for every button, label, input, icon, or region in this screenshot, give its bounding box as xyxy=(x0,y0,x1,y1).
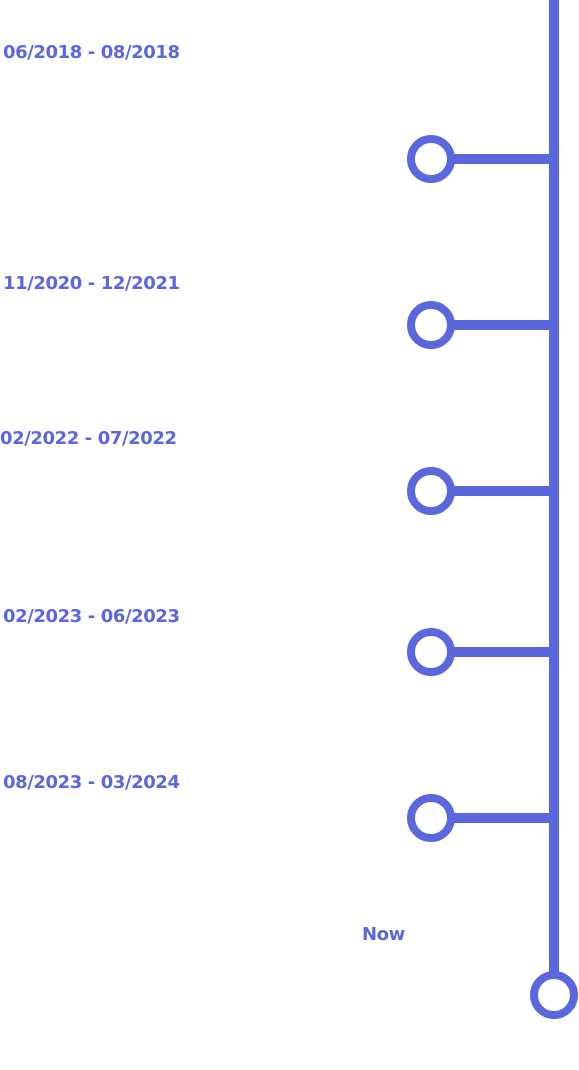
timeline-date-3: 02/2022 - 07/2022 xyxy=(0,428,177,449)
timeline-date-4: 02/2023 - 06/2023 xyxy=(3,606,180,627)
timeline-date-2: 11/2020 - 12/2021 xyxy=(3,273,180,294)
timeline-now-label: Now xyxy=(362,924,405,945)
timeline-date-1: 06/2018 - 08/2018 xyxy=(3,42,180,63)
timeline-node-1 xyxy=(407,135,455,183)
timeline-node-4 xyxy=(407,628,455,676)
timeline-date-5: 08/2023 - 03/2024 xyxy=(3,772,180,793)
timeline-node-3 xyxy=(407,467,455,515)
timeline-node-5 xyxy=(407,794,455,842)
timeline-end-node xyxy=(530,971,578,1019)
timeline-node-2 xyxy=(407,301,455,349)
